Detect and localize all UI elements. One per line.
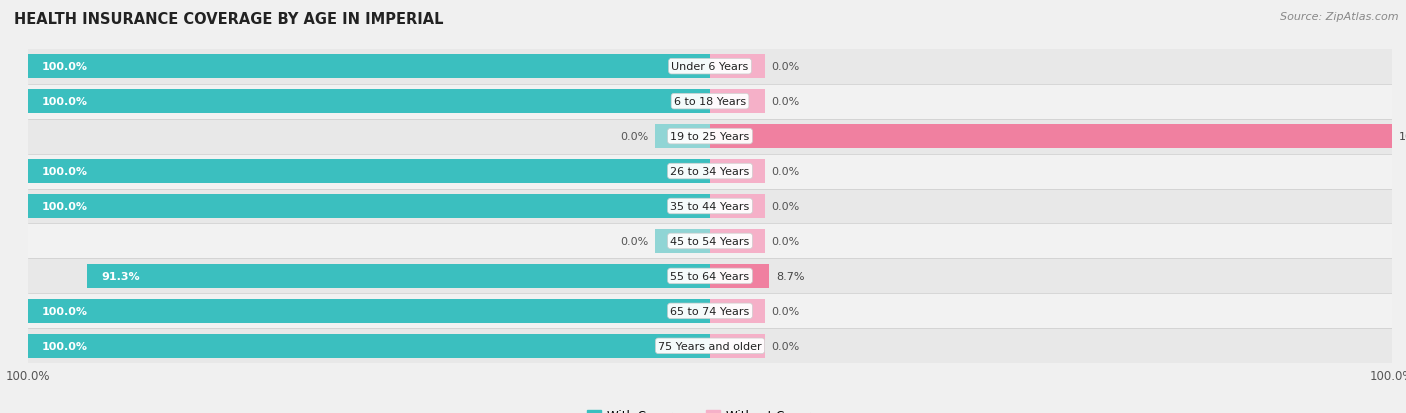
Text: 100.0%: 100.0% xyxy=(1399,132,1406,142)
Bar xyxy=(28,329,1392,363)
Text: 0.0%: 0.0% xyxy=(772,306,800,316)
Text: 100.0%: 100.0% xyxy=(42,202,87,211)
Bar xyxy=(28,55,710,79)
Text: 91.3%: 91.3% xyxy=(101,271,139,281)
Bar xyxy=(28,294,1392,329)
Text: 35 to 44 Years: 35 to 44 Years xyxy=(671,202,749,211)
Text: 0.0%: 0.0% xyxy=(620,132,648,142)
Text: 65 to 74 Years: 65 to 74 Years xyxy=(671,306,749,316)
Text: 100.0%: 100.0% xyxy=(42,341,87,351)
Bar xyxy=(28,299,710,323)
Text: 75 Years and older: 75 Years and older xyxy=(658,341,762,351)
Bar xyxy=(710,160,765,183)
Text: 100.0%: 100.0% xyxy=(42,306,87,316)
Text: 0.0%: 0.0% xyxy=(772,236,800,247)
Text: 8.7%: 8.7% xyxy=(776,271,804,281)
Text: Under 6 Years: Under 6 Years xyxy=(672,62,748,72)
Text: 26 to 34 Years: 26 to 34 Years xyxy=(671,166,749,177)
Bar xyxy=(28,259,1392,294)
Text: 0.0%: 0.0% xyxy=(620,236,648,247)
Bar xyxy=(28,224,1392,259)
Bar xyxy=(710,125,1392,149)
Bar xyxy=(28,90,710,114)
Bar xyxy=(710,264,769,288)
Text: HEALTH INSURANCE COVERAGE BY AGE IN IMPERIAL: HEALTH INSURANCE COVERAGE BY AGE IN IMPE… xyxy=(14,12,443,27)
Bar xyxy=(710,90,765,114)
Bar xyxy=(710,334,765,358)
Text: 0.0%: 0.0% xyxy=(772,62,800,72)
Bar xyxy=(710,299,765,323)
Text: 0.0%: 0.0% xyxy=(772,341,800,351)
Bar xyxy=(28,154,1392,189)
Text: 19 to 25 Years: 19 to 25 Years xyxy=(671,132,749,142)
Bar xyxy=(28,195,710,218)
Text: 100.0%: 100.0% xyxy=(42,62,87,72)
Legend: With Coverage, Without Coverage: With Coverage, Without Coverage xyxy=(582,404,838,413)
Bar xyxy=(28,160,710,183)
Bar xyxy=(655,125,710,149)
Bar xyxy=(710,230,765,253)
Text: 100.0%: 100.0% xyxy=(42,166,87,177)
Bar xyxy=(28,84,1392,119)
Text: 100.0%: 100.0% xyxy=(42,97,87,107)
Text: 6 to 18 Years: 6 to 18 Years xyxy=(673,97,747,107)
Bar xyxy=(28,119,1392,154)
Bar xyxy=(28,334,710,358)
Bar xyxy=(28,50,1392,84)
Text: 55 to 64 Years: 55 to 64 Years xyxy=(671,271,749,281)
Bar xyxy=(28,189,1392,224)
Text: 0.0%: 0.0% xyxy=(772,166,800,177)
Bar xyxy=(710,55,765,79)
Text: 0.0%: 0.0% xyxy=(772,97,800,107)
Text: 0.0%: 0.0% xyxy=(772,202,800,211)
Bar xyxy=(87,264,710,288)
Text: 45 to 54 Years: 45 to 54 Years xyxy=(671,236,749,247)
Bar xyxy=(710,195,765,218)
Bar xyxy=(655,230,710,253)
Text: Source: ZipAtlas.com: Source: ZipAtlas.com xyxy=(1281,12,1399,22)
